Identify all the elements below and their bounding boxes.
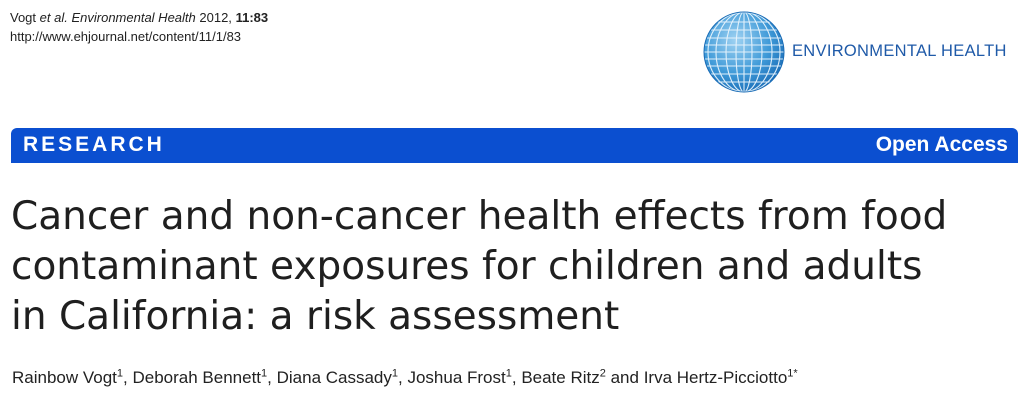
author-affiliation: 1 (391, 367, 399, 380)
citation-author: Vogt (10, 10, 37, 25)
author-name[interactable]: Diana Cassady (276, 368, 392, 387)
journal-logo: ENVIRONMENTAL HEALTH (700, 10, 1020, 94)
author-name[interactable]: Rainbow Vogt (12, 368, 117, 387)
title-line: in California: a risk assessment (11, 294, 620, 339)
open-access-label: Open Access (875, 133, 1008, 156)
author-affiliation: 1 (505, 367, 512, 380)
author-list: Rainbow Vogt1, Deborah Bennett1, Diana C… (12, 368, 798, 388)
article-type-banner: RESEARCH Open Access (11, 128, 1018, 163)
author-separator: , (511, 368, 522, 387)
author-affiliation: 1* (787, 367, 798, 380)
author-affiliation: 2 (599, 367, 606, 380)
journal-logo-text: ENVIRONMENTAL HEALTH (792, 42, 1007, 60)
citation-line: Vogt et al. Environmental Health 2012, 1… (10, 8, 268, 27)
citation-volume: 11 (235, 10, 250, 25)
author-name[interactable]: Joshua Frost (407, 368, 506, 387)
author-name[interactable]: Deborah Bennett (132, 368, 262, 387)
citation-url[interactable]: http://www.ehjournal.net/content/11/1/83 (10, 29, 242, 44)
citation-journal: Environmental Health (71, 10, 196, 25)
author-separator: , (267, 368, 277, 387)
author-name[interactable]: Irva Hertz-Picciotto (643, 368, 788, 387)
globe-icon (703, 11, 785, 93)
section-label: RESEARCH (23, 133, 165, 156)
citation-block: Vogt et al. Environmental Health 2012, 1… (10, 8, 268, 46)
author-separator: and (605, 368, 644, 387)
author-affiliation: 1 (116, 367, 124, 380)
citation-article: :83 (249, 10, 269, 25)
title-line: contaminant exposures for children and a… (11, 244, 923, 289)
author-affiliation: 1 (261, 367, 268, 380)
title-line: Cancer and non-cancer health effects fro… (11, 194, 948, 239)
author-separator: , (398, 368, 408, 387)
article-title: Cancer and non-cancer health effects fro… (11, 192, 1011, 342)
citation-et-al: et al. (39, 10, 68, 25)
citation-year: 2012, (199, 10, 232, 25)
author-separator: , (123, 368, 133, 387)
author-name[interactable]: Beate Ritz (521, 368, 600, 387)
